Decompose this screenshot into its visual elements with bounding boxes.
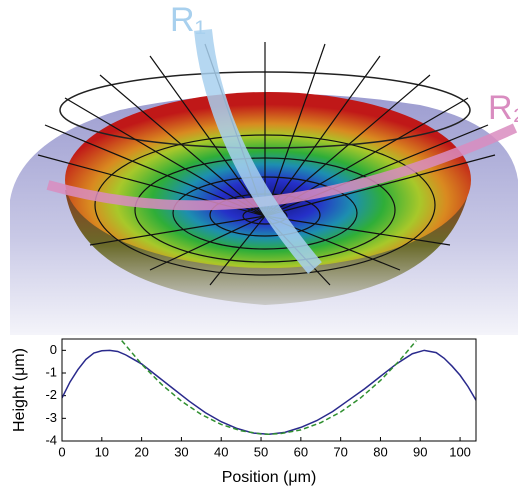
x-axis-label: Position (μm) — [222, 469, 317, 486]
plot-frame — [61, 338, 477, 442]
y-tick-label: -3 — [45, 410, 57, 425]
r2-label: R₂ — [488, 89, 518, 127]
series-line — [121, 340, 417, 435]
y-tick-label: -2 — [45, 387, 57, 402]
y-axis-label: Height (μm) — [11, 348, 28, 432]
x-tick-label: 100 — [449, 444, 471, 459]
chart: 0 10 20 30 40 50 60 70 80 90 100 -4 -3 -2 -1 0 Position … — [11, 338, 477, 486]
x-tick-label: 90 — [413, 444, 427, 459]
r1-band — [194, 29, 322, 274]
x-tick-label: 0 — [58, 444, 65, 459]
r1-label: R₁ — [170, 1, 206, 39]
x-tick-label: 50 — [254, 444, 268, 459]
x-tick-label: 10 — [95, 444, 109, 459]
illustration: R₁ R₂ — [10, 1, 518, 335]
x-tick-label: 70 — [333, 444, 347, 459]
bowl-surface — [65, 92, 471, 268]
x-tick-label: 20 — [134, 444, 148, 459]
y-tick-label: -4 — [45, 432, 57, 447]
x-tick-label: 80 — [373, 444, 387, 459]
y-tick-label: 0 — [50, 342, 57, 357]
plot-area — [62, 339, 476, 441]
x-tick-label: 30 — [174, 444, 188, 459]
y-tick-label: -1 — [45, 364, 57, 379]
x-tick-label: 60 — [294, 444, 308, 459]
x-tick-label: 40 — [214, 444, 228, 459]
